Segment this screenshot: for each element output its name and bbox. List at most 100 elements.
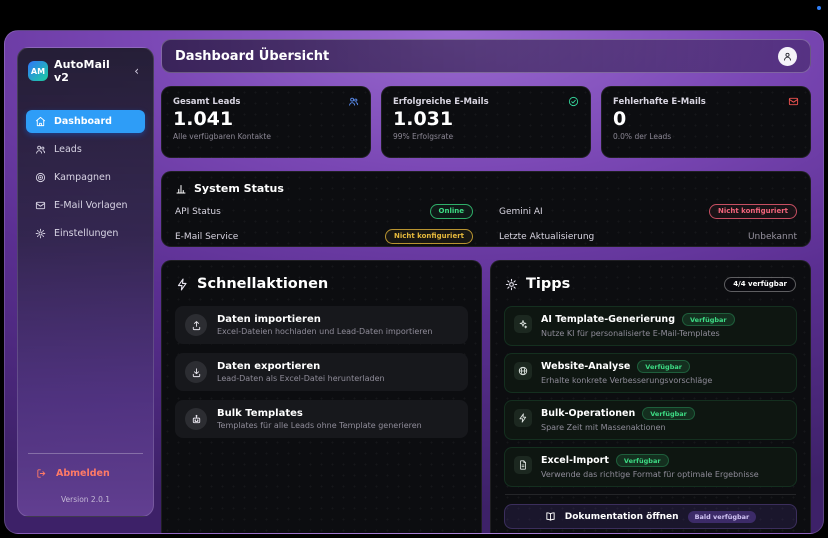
system-status-header: System Status [175,182,797,195]
tip-title: AI Template-Generierung [541,314,675,325]
action-bulk-templates[interactable]: Bulk Templates Templates für alle Leads … [175,400,468,438]
sidebar-item-kampagnen[interactable]: Kampagnen [26,166,145,189]
status-row-email-service: E-Mail Service Nicht konfiguriert [175,229,473,245]
tip-desc: Nutze KI für personalisierte E-Mail-Temp… [541,329,720,338]
sparkles-icon [514,315,532,333]
tips-divider [505,494,796,495]
sidebar-item-email-vorlagen[interactable]: E-Mail Vorlagen [26,194,145,217]
status-value: Unbekannt [747,231,797,242]
tip-desc: Verwende das richtige Format für optimal… [541,470,759,479]
open-documentation-button[interactable]: Dokumentation öffnen Bald verfügbar [504,504,797,529]
version-label: Version 2.0.1 [60,495,111,504]
notification-dot-icon [817,6,821,10]
system-status-card: System Status API Status Online Gemini A… [161,171,811,247]
status-label: Gemini AI [499,206,543,217]
main-content: Dashboard Übersicht Gesamt Leads 1.041 A… [161,39,811,533]
stat-card-fehlerhafte-emails: Fehlerhafte E-Mails 0 0.0% der Leads [601,86,811,158]
tip-available-badge: Verfügbar [682,313,735,326]
sidebar-collapse-button[interactable]: ‹ [134,64,139,78]
sidebar-item-label: Leads [54,144,82,155]
tip-title: Excel-Import [541,455,609,466]
stat-card-gesamt-leads: Gesamt Leads 1.041 Alle verfügbaren Kont… [161,86,371,158]
tip-available-badge: Verfügbar [637,360,690,373]
app-logo: AM [28,61,48,81]
upload-icon [185,314,207,336]
stat-card-erfolgreiche-emails: Erfolgreiche E-Mails 1.031 99% Erfolgsra… [381,86,591,158]
bar-chart-icon [176,184,186,193]
coming-soon-badge: Bald verfügbar [687,510,757,523]
sidebar-item-einstellungen[interactable]: Einstellungen [26,222,145,245]
tips-counter-badge: 4/4 verfügbar [724,276,796,292]
doc-button-label: Dokumentation öffnen [564,511,679,522]
tip-desc: Spare Zeit mit Massenaktionen [541,423,666,432]
zap-icon [177,278,187,290]
tip-title: Website-Analyse [541,361,631,372]
stat-value: 0 [613,108,627,130]
person-icon [784,52,791,61]
system-status-title: System Status [194,182,284,195]
tip-website-analyse[interactable]: Website-Analyse Verfügbar Erhalte konkre… [504,353,797,393]
tip-available-badge: Verfügbar [642,407,695,420]
logout-button[interactable]: Abmelden [26,466,145,481]
tip-bulk-operationen[interactable]: Bulk-Operationen Verfügbar Spare Zeit mi… [504,400,797,440]
app-title: AutoMail v2 [54,58,110,84]
download-icon [185,361,207,383]
quick-actions-title: Schnellaktionen [197,276,329,292]
status-row-last-update: Letzte Aktualisierung Unbekannt [499,229,797,244]
tip-available-badge: Verfügbar [615,454,669,467]
page-header: Dashboard Übersicht [161,39,811,73]
zap-icon [514,409,532,427]
bottom-row: Schnellaktionen Daten importieren Excel-… [161,260,811,533]
sidebar-item-label: Kampagnen [54,172,111,183]
sidebar-nav: Dashboard Leads Kampagnen E-Mail Vorlage… [26,110,145,250]
page-title: Dashboard Übersicht [175,48,330,64]
stat-value: 1.041 [173,108,234,130]
avatar[interactable] [778,46,797,66]
action-export-data[interactable]: Daten exportieren Lead-Daten als Excel-D… [175,353,468,391]
action-title: Daten importieren [217,313,321,325]
sidebar-item-leads[interactable]: Leads [26,138,145,161]
status-row-api: API Status Online [175,204,473,220]
stat-label: Erfolgreiche E-Mails [393,96,489,107]
brand: AM AutoMail v2 ‹ [26,58,145,84]
gear-icon [505,278,518,290]
file-icon [514,456,532,474]
stat-value: 1.031 [393,108,454,130]
check-circle-icon [568,96,579,107]
sidebar-item-dashboard[interactable]: Dashboard [26,110,145,133]
tips-card: Tipps 4/4 verfügbar AI Template-Generier… [490,260,811,533]
tip-ai-template-generierung[interactable]: AI Template-Generierung Verfügbar Nutze … [504,306,797,346]
action-title: Daten exportieren [217,360,321,372]
sidebar-item-label: E-Mail Vorlagen [54,200,128,211]
tip-title: Bulk-Operationen [541,408,636,419]
action-import-data[interactable]: Daten importieren Excel-Dateien hochlade… [175,306,468,344]
tips-header: Tipps 4/4 verfügbar [505,276,796,292]
book-open-icon [546,512,555,521]
logout-label: Abmelden [56,468,110,479]
quick-actions-card: Schnellaktionen Daten importieren Excel-… [161,260,482,533]
robot-icon [185,408,207,430]
status-row-gemini: Gemini AI Nicht konfiguriert [499,204,797,220]
stat-label: Gesamt Leads [173,96,241,107]
status-label: API Status [175,206,221,217]
home-icon [35,116,46,127]
status-label: Letzte Aktualisierung [499,231,595,242]
stat-label: Fehlerhafte E-Mails [613,96,706,107]
action-desc: Excel-Dateien hochladen und Lead-Daten i… [217,326,433,336]
mail-icon [35,201,46,210]
quick-actions-header: Schnellaktionen [176,276,467,292]
app-window: AM AutoMail v2 ‹ Dashboard Leads Kampagn… [4,30,824,534]
action-desc: Lead-Daten als Excel-Datei herunterladen [217,373,385,383]
action-desc: Templates für alle Leads ohne Template g… [217,420,422,430]
globe-icon [514,362,532,380]
action-title: Bulk Templates [217,407,303,419]
target-icon [35,172,46,183]
status-label: E-Mail Service [175,231,239,242]
tip-desc: Erhalte konkrete Verbesserungsvorschläge [541,376,713,385]
stat-sub: Alle verfügbaren Kontakte [173,131,271,141]
users-icon [36,145,46,154]
sidebar-divider [28,453,143,454]
status-badge-not-configured: Nicht konfiguriert [708,204,797,220]
tip-excel-import[interactable]: Excel-Import Verfügbar Verwende das rich… [504,447,797,487]
